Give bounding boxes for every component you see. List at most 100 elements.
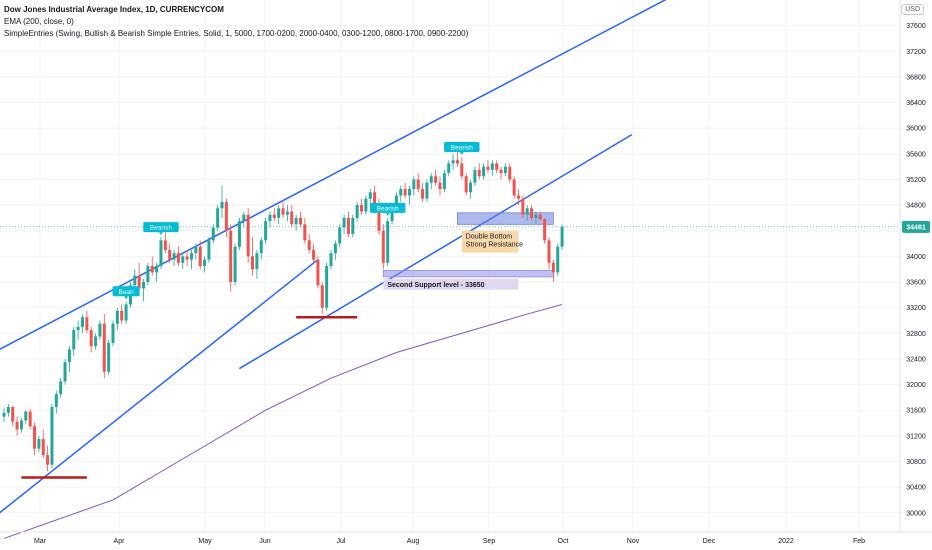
candle (473, 166, 477, 186)
candle-body (364, 198, 368, 212)
candle (163, 230, 167, 254)
candle-body (438, 182, 442, 190)
candle-body (477, 169, 481, 177)
time-axis[interactable]: Mar Apr May Jun Jul Aug Sep Oct Nov Dec 2022 Feb (0, 531, 932, 545)
price-tick-label: 35200 (906, 177, 926, 184)
candle (447, 160, 451, 177)
price-axis[interactable]: 30000 30400 30800 31200 31600 32000 32400 32800… (899, 0, 932, 532)
candle-body (133, 275, 137, 286)
candle-body (447, 163, 451, 174)
candle (41, 429, 45, 459)
candle (168, 243, 172, 263)
candle (560, 224, 564, 250)
candle (407, 185, 411, 206)
candle (272, 208, 276, 222)
candle (503, 163, 507, 177)
candle-body (429, 176, 433, 183)
candle (207, 237, 211, 263)
candle (499, 166, 503, 180)
currency-label[interactable]: USD (901, 4, 924, 15)
candle-body (543, 219, 547, 241)
candle (538, 211, 542, 222)
candle-body (346, 217, 350, 234)
signal-pointer (385, 212, 390, 216)
candle (150, 256, 154, 276)
candle (28, 408, 32, 430)
candle-body (469, 182, 473, 193)
candle-body (316, 259, 320, 286)
support-lines[interactable] (21, 316, 358, 479)
candle (46, 445, 50, 472)
candle-body (185, 256, 189, 260)
candle (246, 208, 250, 263)
candle-body (508, 166, 512, 180)
candle-body (67, 349, 71, 363)
candle-body (290, 211, 294, 225)
candle-body (159, 240, 163, 266)
time-tick-label: Jul (337, 538, 346, 545)
candle (364, 195, 368, 215)
candle-body (229, 230, 233, 283)
candle (290, 205, 294, 228)
candle-body (251, 256, 255, 270)
candle-body (41, 439, 45, 456)
candle-body (37, 439, 41, 449)
candle (85, 310, 89, 334)
candle-body (451, 160, 455, 164)
signal-bg (444, 142, 480, 153)
price-tick-label: 36000 (906, 126, 926, 133)
candle-body (111, 323, 115, 343)
candle (268, 211, 272, 228)
candle (320, 282, 324, 315)
candle-body (360, 205, 364, 212)
legend-symbol[interactable]: Dow Jones Industrial Average Index, 1D, … (4, 5, 224, 14)
legend-indicator[interactable]: SimpleEntries (Swing, Bullish & Bearish … (4, 29, 469, 38)
candle-body (307, 240, 311, 250)
signal-label: Bearish (143, 222, 179, 236)
candle (281, 201, 285, 218)
candle (19, 417, 23, 433)
candle-body (490, 163, 494, 170)
signal-labels: Beari Bearish Bearish Bearish (112, 142, 480, 300)
candle-body (142, 282, 146, 289)
candle-body (11, 407, 15, 422)
candle-body (176, 253, 180, 263)
candle-body (373, 192, 377, 209)
signal-text: Bearish (451, 145, 473, 152)
annotation-text: Double Bottom (466, 234, 512, 241)
candle (107, 339, 111, 375)
candle-body (50, 407, 54, 465)
candle-body (303, 224, 307, 241)
candle-body (76, 326, 80, 331)
price-badge-text: 34461 (906, 224, 926, 231)
candle-body (242, 214, 246, 222)
candle-body (455, 160, 459, 164)
candle (425, 179, 429, 202)
candle (159, 237, 163, 270)
candle-body (377, 208, 381, 231)
candle (229, 224, 233, 292)
price-tick-label: 36400 (906, 100, 926, 107)
candle-body (499, 169, 503, 174)
candle (194, 243, 198, 260)
candle (33, 423, 37, 456)
price-tick-label: 34000 (906, 254, 926, 261)
candle-body (486, 166, 490, 170)
legend-ema[interactable]: EMA (200, close, 0) (4, 17, 74, 26)
candle (224, 198, 228, 238)
time-tick-label: 2022 (778, 538, 794, 545)
ema-line (3, 303, 563, 539)
candle (338, 224, 342, 247)
candle-body (399, 189, 403, 196)
time-tick-label: Nov (627, 538, 640, 545)
candle (189, 249, 193, 270)
candle-body (381, 230, 385, 263)
chart-grid (0, 0, 900, 532)
candle-body (530, 208, 534, 218)
candle (316, 256, 320, 289)
candle-body (416, 179, 420, 190)
candle-body (15, 421, 19, 430)
candle-body (102, 323, 106, 372)
